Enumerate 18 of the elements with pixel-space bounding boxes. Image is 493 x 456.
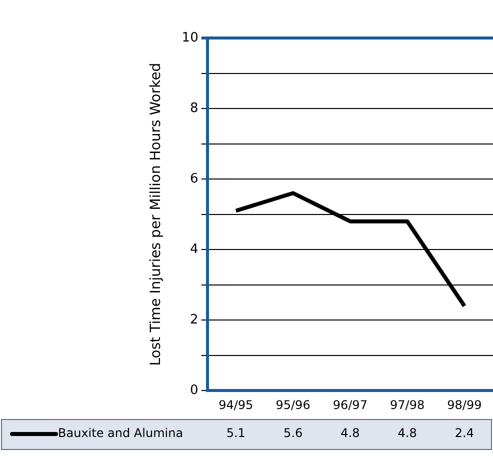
y-tick-label: 2 (190, 312, 198, 328)
data-label: 2.4 (454, 426, 474, 440)
y-tick-label: 10 (182, 30, 198, 46)
y-axis-title: Lost Time Injuries per Million Hours Worked (148, 62, 164, 366)
y-tick-label: 6 (190, 171, 198, 186)
y-tick-label: 4 (190, 242, 198, 257)
y-tick-label: 0 (190, 382, 198, 398)
legend-label: Bauxite and Alumina (58, 426, 184, 440)
data-label: 5.1 (226, 426, 246, 440)
y-tick-label: 8 (190, 100, 198, 116)
x-tick-label: 95/96 (276, 398, 310, 412)
x-tick-label: 97/98 (390, 398, 425, 412)
x-tick-label: 98/99 (447, 398, 482, 412)
data-label: 4.8 (398, 426, 417, 440)
x-tick-label: 96/97 (332, 398, 368, 412)
x-tick-label: 94/95 (218, 398, 254, 412)
data-label: 5.6 (283, 426, 303, 440)
data-label: 4.8 (340, 426, 360, 440)
